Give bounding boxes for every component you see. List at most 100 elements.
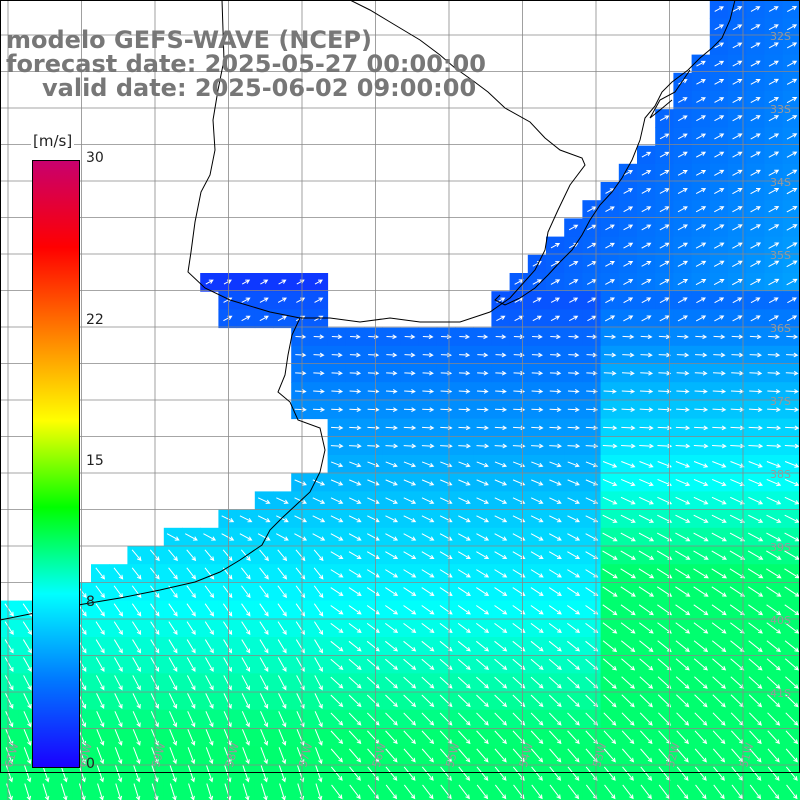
wind-arrow [113,639,123,654]
wind-arrow [530,515,544,523]
wind-arrow [385,533,399,541]
wind-arrow [241,639,251,654]
wind-arrow [421,587,435,597]
wind-arrow [768,133,780,140]
wind-arrow [766,425,782,431]
wind-arrow [585,461,599,468]
wind-arrow [421,497,435,504]
wind-arrow [604,784,616,800]
wind-arrow [659,297,670,304]
wind-arrow [531,407,544,412]
wind-arrow [639,478,654,487]
wind-arrow [421,748,434,763]
wind-arrow [549,730,562,745]
wind-arrow [60,765,68,783]
wind-arrow [532,279,542,285]
wind-arrow [750,24,761,31]
wind-arrow [748,514,764,523]
wind-arrow [550,315,561,322]
wind-arrow [766,461,782,468]
wind-arrow [677,315,688,322]
wind-arrow [132,675,141,691]
wind-arrow [278,279,287,285]
wind-arrow [385,766,398,781]
wind-arrow [638,604,654,616]
wind-arrow [294,515,308,523]
wind-arrow [694,712,708,726]
wind-arrow [768,187,780,195]
lat-label: 39S [770,541,791,554]
wind-arrow [386,370,398,376]
wind-arrow [312,497,326,504]
wind-arrow [749,712,762,726]
wind-arrow [659,115,670,122]
wind-arrow [349,407,362,412]
wind-arrow [403,479,417,486]
wind-arrow [221,533,235,541]
wind-arrow [639,443,654,449]
wind-arrow [385,730,398,745]
wind-arrow [730,461,745,468]
wind-arrow [549,461,562,468]
wind-arrow [495,389,507,394]
wind-arrow [348,533,362,541]
wind-arrow [605,261,615,267]
wind-arrow [768,115,780,122]
wind-arrow [403,694,417,708]
wind-arrow [549,479,562,486]
wind-arrow [766,622,782,634]
wind-arrow [695,260,707,267]
wind-arrow [693,568,709,579]
wind-arrow [277,621,287,636]
wind-arrow [169,729,178,746]
wind-arrow [785,694,799,708]
wind-arrow [548,712,562,726]
wind-arrow [476,587,490,597]
colorbar-legend [32,160,80,768]
wind-arrow [711,550,727,560]
wind-arrow [641,170,652,176]
wind-arrow [114,675,123,691]
wind-arrow [639,730,653,745]
wind-arrow [604,352,617,358]
wind-arrow [677,297,688,304]
wind-arrow [675,568,691,579]
wind-arrow [732,169,743,176]
wind-arrow [748,425,763,431]
wind-arrow [385,479,398,486]
wind-arrow [641,260,652,267]
wind-arrow [421,658,435,671]
wind-arrow [331,425,344,431]
wind-arrow [277,657,287,673]
wind-arrow [696,97,706,103]
wind-arrow [749,766,762,781]
wind-arrow [530,587,544,597]
wind-arrow [494,533,508,541]
wind-arrow [403,730,416,745]
wind-arrow [621,712,635,726]
wind-arrow [550,297,560,303]
wind-arrow [457,694,471,708]
wind-arrow [767,766,780,781]
wind-arrow [257,497,271,504]
wind-arrow [639,676,654,689]
wind-arrow [676,389,690,394]
wind-arrow [714,42,725,49]
wind-arrow [620,586,636,597]
wind-arrow [185,533,198,541]
wind-arrow [366,676,380,689]
wind-arrow [349,370,362,376]
wind-arrow [204,603,215,617]
wind-arrow [457,605,471,615]
wind-arrow [494,443,508,449]
wind-arrow [476,443,490,449]
wind-arrow [313,370,325,376]
wind-arrow [203,533,217,541]
wind-arrow [712,694,726,708]
wind-arrow [658,370,672,376]
wind-arrow [659,224,670,231]
wind-arrow [296,729,305,746]
wind-arrow [531,352,543,358]
wind-arrow [530,605,544,615]
lat-label: 37S [770,395,791,408]
